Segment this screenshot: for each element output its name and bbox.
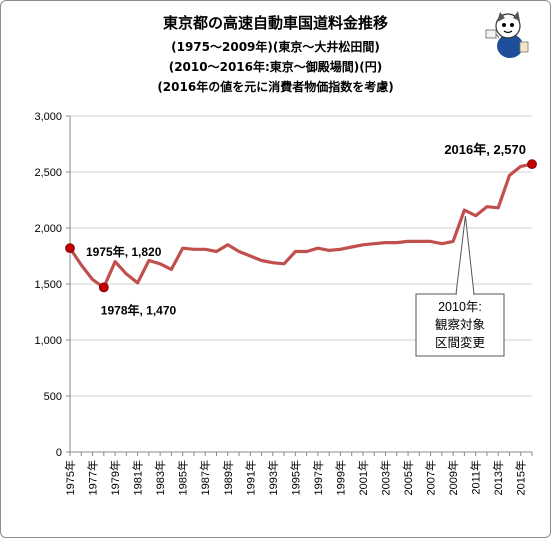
x-tick-label: 2007年 bbox=[424, 460, 438, 495]
x-tick-label: 1987年 bbox=[198, 460, 212, 495]
y-tick-label: 500 bbox=[44, 391, 62, 403]
x-tick-label: 1995年 bbox=[288, 460, 302, 495]
callout-text-line: 2010年: bbox=[438, 300, 482, 314]
chart-title: 東京都の高速自動車国道料金推移 bbox=[162, 14, 388, 32]
x-tick-label: 1985年 bbox=[176, 460, 190, 495]
x-tick-label: 2011年 bbox=[469, 460, 483, 495]
y-tick-label: 0 bbox=[56, 447, 62, 459]
callout-box bbox=[415, 293, 505, 357]
chart-subtitle-2: (2010～2016年:東京～御殿場間)(円) bbox=[168, 60, 383, 74]
y-tick-label: 2,000 bbox=[34, 223, 62, 235]
chart-subtitle-1: (1975～2009年)(東京～大井松田間) bbox=[171, 40, 380, 54]
y-axis-ticks: 0 500 1,000 1,500 2,000 2,500 3,000 bbox=[34, 111, 70, 459]
series-layer bbox=[68, 162, 534, 289]
data-point-marker bbox=[527, 159, 537, 170]
x-tick-label: 2013年 bbox=[491, 460, 505, 495]
data-point-marker bbox=[65, 243, 75, 254]
y-tick-label: 1,500 bbox=[34, 279, 62, 291]
x-tick-label: 2003年 bbox=[379, 460, 393, 495]
x-tick-label: 1983年 bbox=[153, 460, 167, 495]
x-tick-label: 2001年 bbox=[356, 460, 370, 495]
y-tick-label: 2,500 bbox=[34, 167, 62, 179]
y-tick-label: 3,000 bbox=[34, 111, 62, 123]
x-tick-label: 1977年 bbox=[86, 460, 100, 495]
x-tick-label: 1991年 bbox=[243, 460, 257, 495]
x-tick-label: 1999年 bbox=[333, 460, 347, 495]
x-tick-label: 2009年 bbox=[446, 460, 460, 495]
x-axis-ticks: 1975年 1977年 1979年 1981年 1983年 1985年 1987年 1989年… bbox=[63, 452, 533, 495]
x-tick-label: 1993年 bbox=[266, 460, 280, 495]
x-tick-label: 1997年 bbox=[311, 460, 325, 495]
x-tick-label: 2005年 bbox=[401, 460, 415, 495]
data-point-marker bbox=[98, 282, 109, 293]
callout-text-line: 観察対象 bbox=[435, 318, 485, 332]
mascot-icon bbox=[485, 11, 529, 58]
chart-subtitle-3: (2016年の値を元に消費者物価指数を考慮) bbox=[157, 80, 394, 94]
data-label: 1975年, 1,820 bbox=[86, 244, 162, 259]
data-label: 1978年, 1,470 bbox=[101, 302, 177, 317]
series-line bbox=[68, 162, 534, 289]
x-tick-label: 1989年 bbox=[221, 460, 235, 495]
axes bbox=[69, 116, 532, 453]
y-tick-label: 1,000 bbox=[34, 335, 62, 347]
callout-text-line: 区間変更 bbox=[435, 335, 486, 350]
x-tick-label: 2015年 bbox=[514, 460, 528, 495]
x-tick-label: 1981年 bbox=[131, 460, 145, 495]
x-tick-label: 1979年 bbox=[108, 460, 122, 495]
x-tick-label: 1975年 bbox=[63, 460, 77, 495]
gridlines bbox=[70, 115, 532, 397]
data-label: 2016年, 2,570 bbox=[444, 142, 526, 157]
